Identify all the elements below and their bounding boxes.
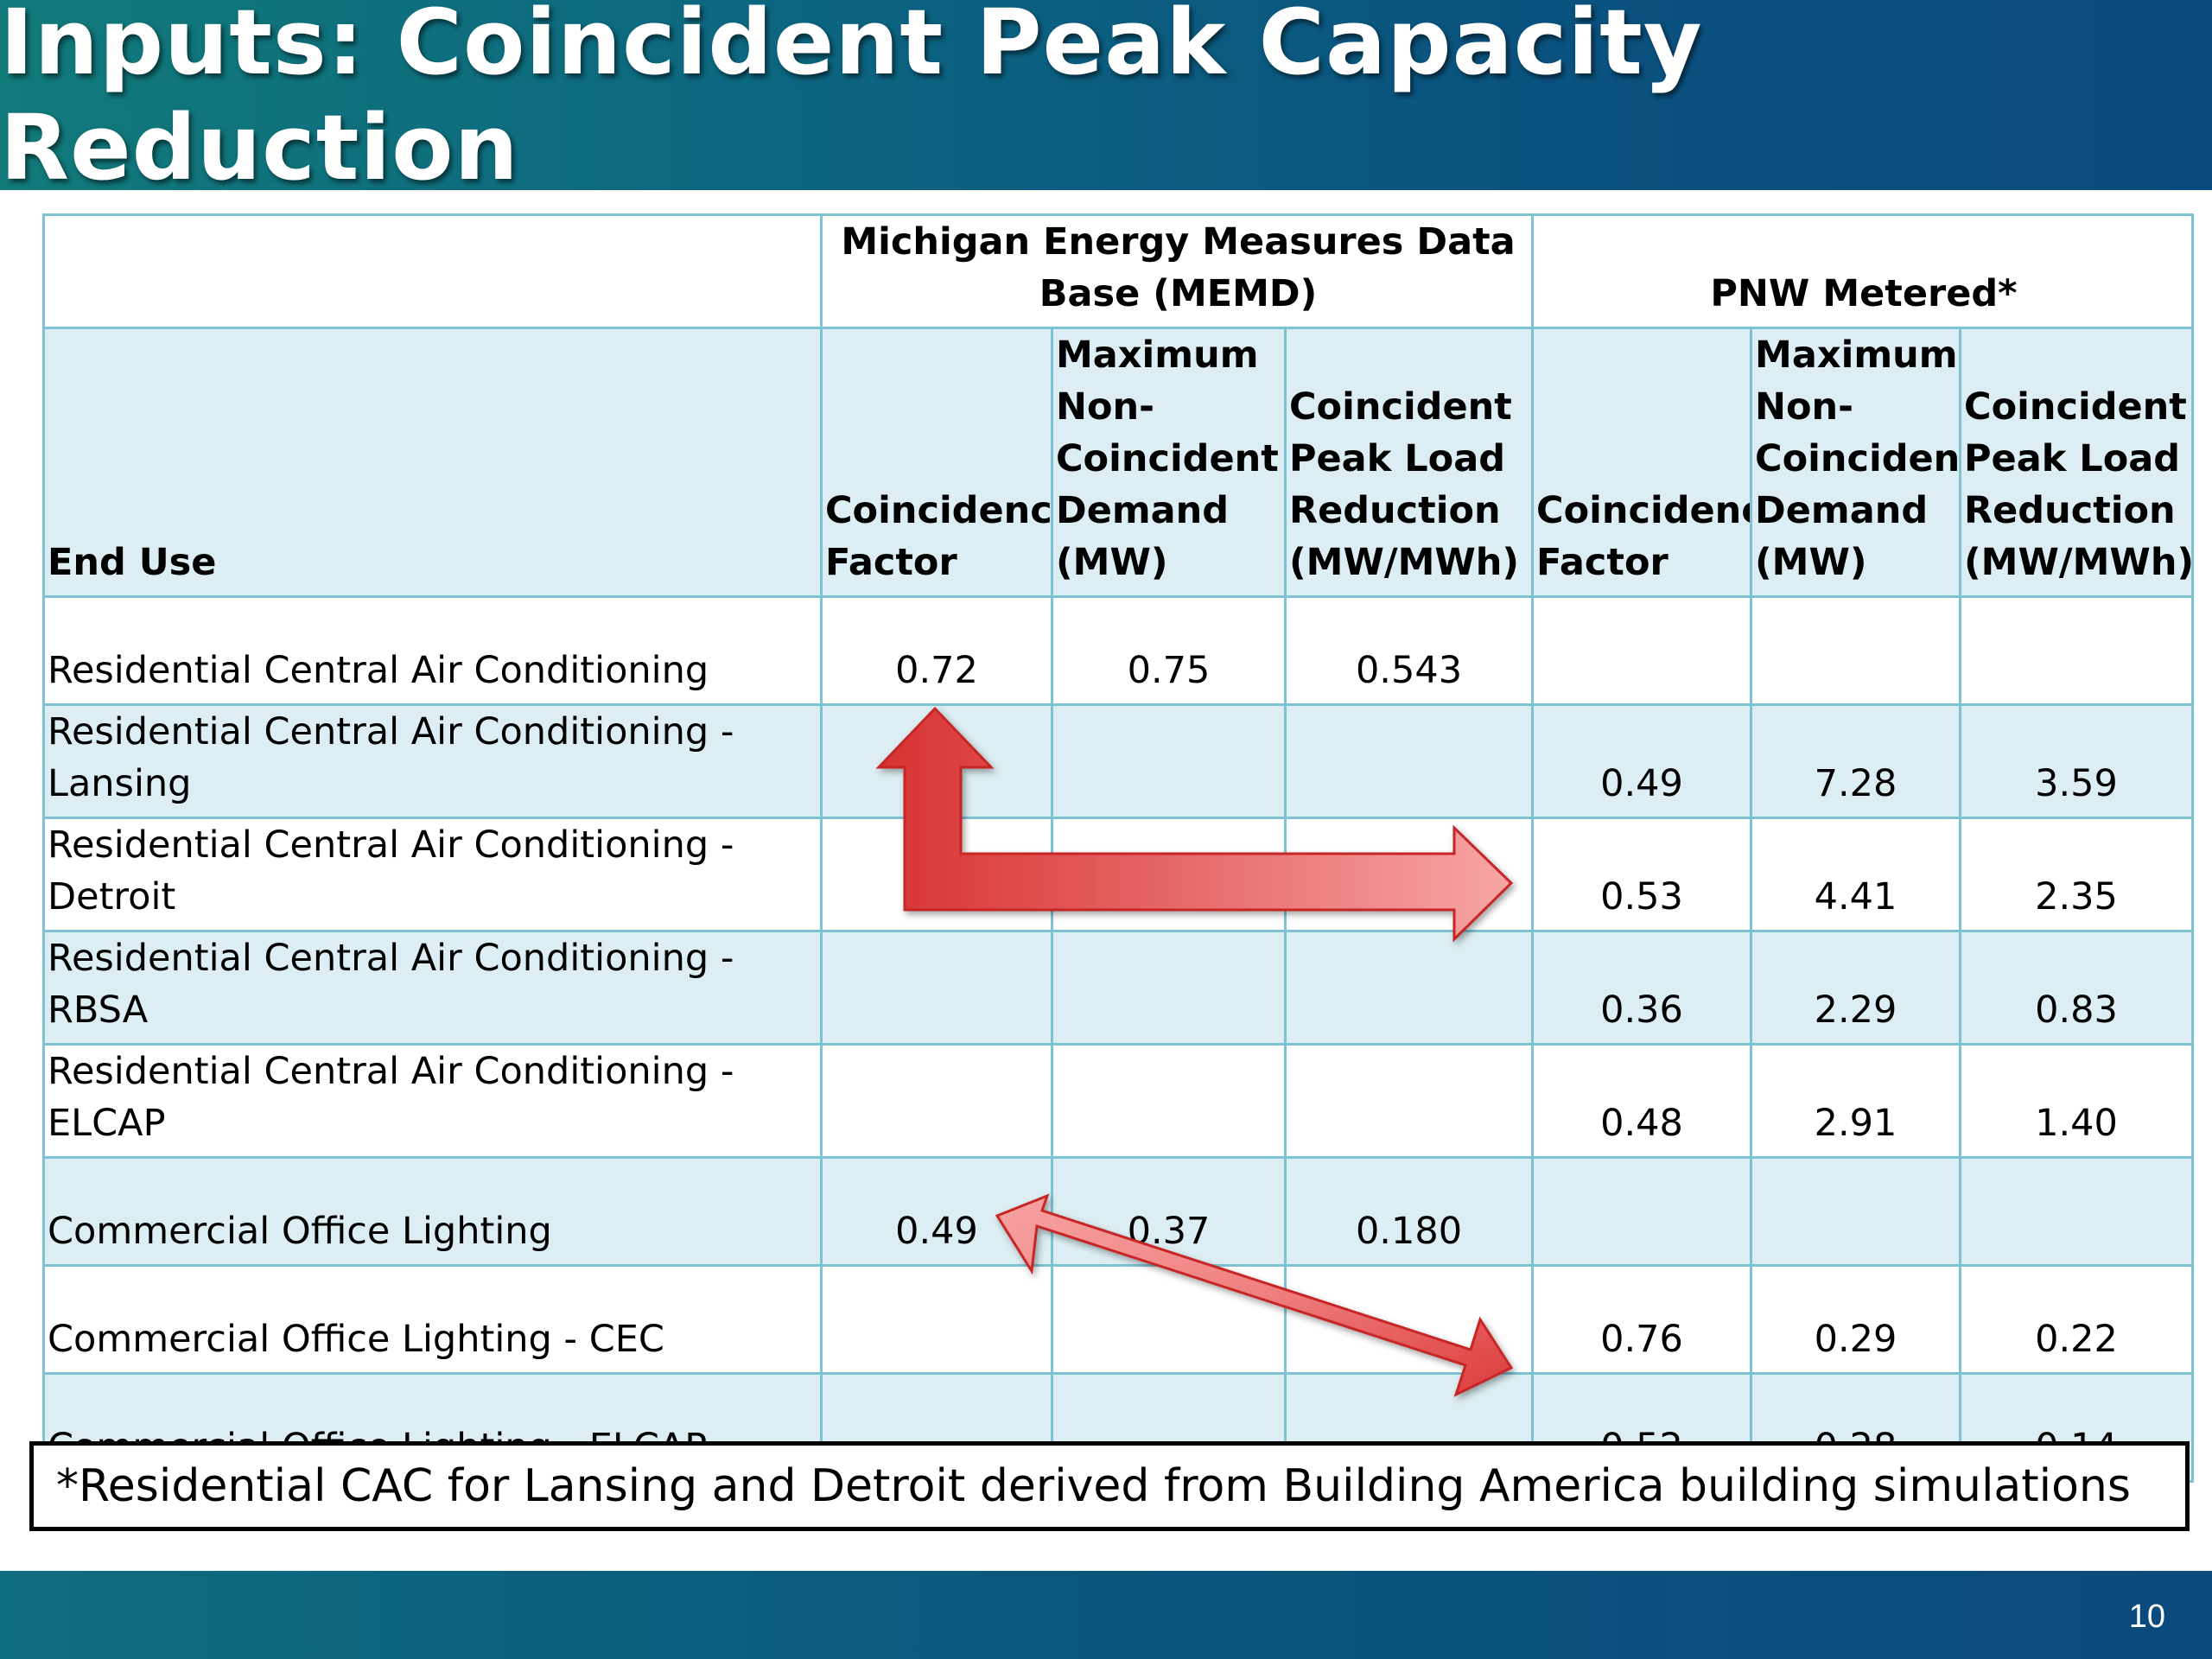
end-use-cell: Commercial Office Lighting - CEC [42, 1264, 823, 1375]
table-row: Residential Central Air Conditioning - E… [42, 1043, 2195, 1159]
pnw-coincidence-factor-cell: 0.53 [1531, 817, 1753, 932]
column-header-memd-coincidence-factor: Coincidence Factor [820, 327, 1053, 598]
pnw-peak-reduction-cell [1959, 1156, 2195, 1267]
table-row: Commercial Office Lighting 0.49 0.37 0.1… [42, 1156, 2195, 1267]
memd-peak-reduction-cell: 0.543 [1283, 595, 1535, 706]
slide-title: Inputs: Coincident Peak Capacity Reducti… [0, 0, 1703, 200]
group-header-empty [42, 213, 823, 329]
end-use-cell: Residential Central Air Conditioning - D… [42, 817, 823, 932]
bottom-bar [0, 1571, 2212, 1659]
column-header-pnw-coincidence-factor: Coincidence Factor [1531, 327, 1753, 598]
memd-coincidence-factor-cell [820, 1043, 1053, 1159]
memd-max-demand-cell [1051, 930, 1287, 1046]
memd-max-demand-cell [1051, 703, 1287, 819]
pnw-max-demand-cell: 2.29 [1750, 930, 1962, 1046]
memd-coincidence-factor-cell [820, 703, 1053, 819]
table-row: Residential Central Air Conditioning - L… [42, 703, 2195, 819]
pnw-max-demand-cell [1750, 1156, 1962, 1267]
column-header-memd-peak-reduction: Coincident Peak Load Reduction (MW/MWh) [1283, 327, 1535, 598]
memd-coincidence-factor-cell: 0.72 [820, 595, 1053, 706]
pnw-max-demand-cell: 7.28 [1750, 703, 1962, 819]
end-use-cell: Residential Central Air Conditioning - R… [42, 930, 823, 1046]
memd-peak-reduction-cell [1283, 817, 1535, 932]
memd-coincidence-factor-cell [820, 817, 1053, 932]
memd-max-demand-cell: 0.37 [1051, 1156, 1287, 1267]
memd-max-demand-cell: 0.75 [1051, 595, 1287, 706]
group-header-pnw: PNW Metered* [1531, 213, 2195, 329]
table-row: Commercial Office Lighting - CEC 0.76 0.… [42, 1264, 2195, 1375]
memd-max-demand-cell [1051, 1264, 1287, 1375]
end-use-cell: Residential Central Air Conditioning [42, 595, 823, 706]
pnw-peak-reduction-cell: 1.40 [1959, 1043, 2195, 1159]
memd-max-demand-cell [1051, 1043, 1287, 1159]
column-header-end-use: End Use [42, 327, 823, 598]
pnw-coincidence-factor-cell: 0.36 [1531, 930, 1753, 1046]
pnw-coincidence-factor-cell: 0.49 [1531, 703, 1753, 819]
pnw-max-demand-cell: 4.41 [1750, 817, 1962, 932]
memd-peak-reduction-cell [1283, 1264, 1535, 1375]
column-header-pnw-max-demand: Maximum Non-Coincident Demand (MW) [1750, 327, 1962, 598]
memd-coincidence-factor-cell [820, 930, 1053, 1046]
pnw-peak-reduction-cell: 3.59 [1959, 703, 2195, 819]
memd-max-demand-cell [1051, 817, 1287, 932]
end-use-cell: Residential Central Air Conditioning - E… [42, 1043, 823, 1159]
pnw-coincidence-factor-cell [1531, 1156, 1753, 1267]
group-header-row: Michigan Energy Measures Data Base (MEMD… [42, 213, 2195, 329]
pnw-peak-reduction-cell: 0.22 [1959, 1264, 2195, 1375]
pnw-max-demand-cell: 0.29 [1750, 1264, 1962, 1375]
table-row: Residential Central Air Conditioning 0.7… [42, 595, 2195, 706]
pnw-peak-reduction-cell: 2.35 [1959, 817, 2195, 932]
memd-peak-reduction-cell [1283, 1043, 1535, 1159]
pnw-peak-reduction-cell: 0.83 [1959, 930, 2195, 1046]
memd-coincidence-factor-cell: 0.49 [820, 1156, 1053, 1267]
memd-peak-reduction-cell [1283, 703, 1535, 819]
pnw-max-demand-cell: 2.91 [1750, 1043, 1962, 1159]
memd-coincidence-factor-cell [820, 1264, 1053, 1375]
capacity-reduction-table: Michigan Energy Measures Data Base (MEMD… [42, 213, 2195, 1483]
pnw-coincidence-factor-cell [1531, 595, 1753, 706]
end-use-cell: Residential Central Air Conditioning - L… [42, 703, 823, 819]
end-use-cell: Commercial Office Lighting [42, 1156, 823, 1267]
pnw-coincidence-factor-cell: 0.48 [1531, 1043, 1753, 1159]
footnote: *Residential CAC for Lansing and Detroit… [29, 1441, 2190, 1531]
memd-peak-reduction-cell: 0.180 [1283, 1156, 1535, 1267]
title-bar [0, 0, 2212, 190]
memd-peak-reduction-cell [1283, 930, 1535, 1046]
table-row: Residential Central Air Conditioning - D… [42, 817, 2195, 932]
column-header-row: End Use Coincidence Factor Maximum Non-C… [42, 327, 2195, 598]
column-header-memd-max-demand: Maximum Non-Coincident Demand (MW) [1051, 327, 1287, 598]
pnw-peak-reduction-cell [1959, 595, 2195, 706]
page-number: 10 [2128, 1599, 2165, 1635]
pnw-max-demand-cell [1750, 595, 1962, 706]
pnw-coincidence-factor-cell: 0.76 [1531, 1264, 1753, 1375]
column-header-pnw-peak-reduction: Coincident Peak Load Reduction (MW/MWh) [1959, 327, 2195, 598]
group-header-memd: Michigan Energy Measures Data Base (MEMD… [819, 213, 1535, 329]
table-row: Residential Central Air Conditioning - R… [42, 930, 2195, 1046]
